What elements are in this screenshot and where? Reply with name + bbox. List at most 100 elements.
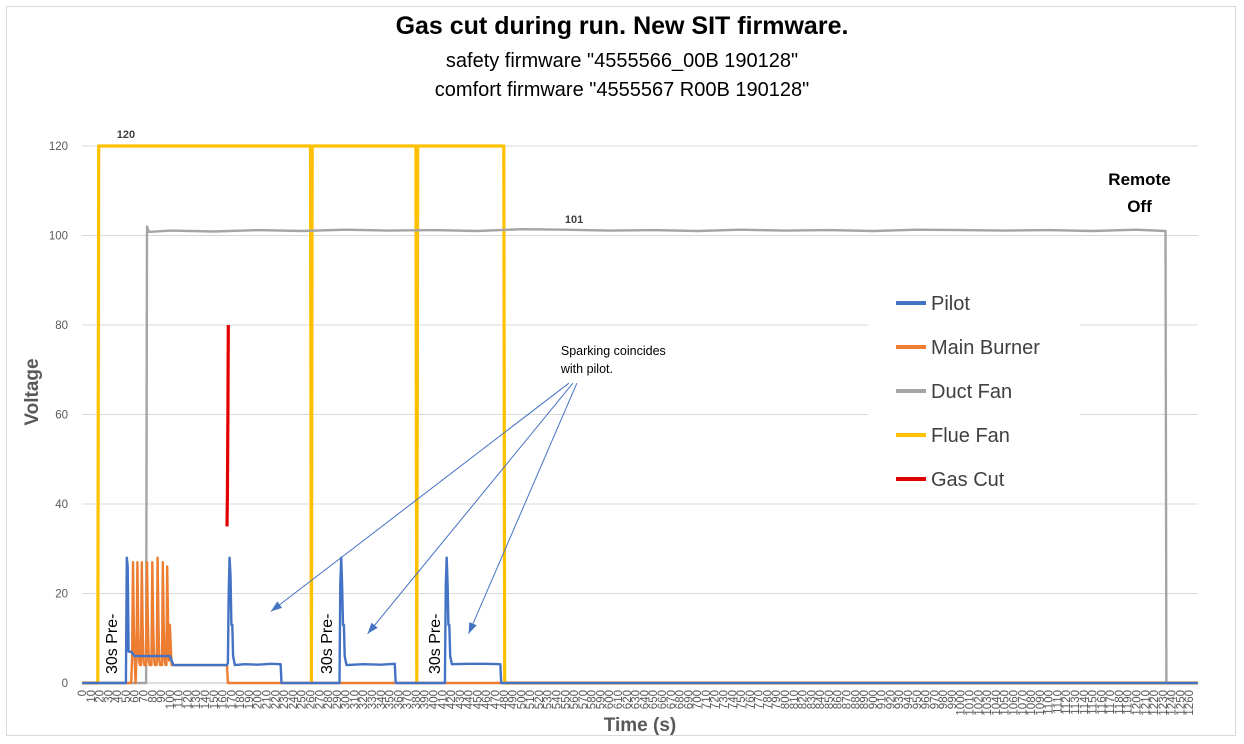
x-tick-label: 500 xyxy=(516,690,528,709)
x-tick-label: 720 xyxy=(710,690,722,709)
x-tick-label: 70 xyxy=(139,690,151,703)
x-tick-label: 1050 xyxy=(1000,690,1012,716)
x-tick-label: 1120 xyxy=(1061,690,1073,715)
x-tick-label: 950 xyxy=(912,690,924,709)
annotation-text-line-1: Sparking coincides xyxy=(561,344,666,358)
x-tick-label: 390 xyxy=(420,690,432,709)
x-tick-label: 580 xyxy=(587,690,599,709)
x-tick-label: 680 xyxy=(675,690,687,709)
series-line-main-burner xyxy=(82,556,1198,685)
x-tick-label: 930 xyxy=(894,690,906,709)
x-tick-label: 330 xyxy=(367,690,379,709)
x-tick-label: 1200 xyxy=(1131,690,1143,716)
x-tick-label: 1030 xyxy=(982,690,994,716)
x-tick-label: 1220 xyxy=(1149,690,1161,716)
x-tick-label: 730 xyxy=(718,690,730,709)
x-tick-label: 820 xyxy=(798,690,810,709)
x-tick-label: 470 xyxy=(490,690,502,709)
x-tick-label: 450 xyxy=(472,690,484,709)
data-label: 120 xyxy=(117,129,135,141)
x-tick-label: 940 xyxy=(903,690,915,709)
x-tick-label: 830 xyxy=(806,690,818,709)
x-tick-label: 10 xyxy=(86,690,98,703)
x-tick-label: 160 xyxy=(218,690,230,709)
x-tick-label: 520 xyxy=(534,690,546,709)
x-tick-label: 1070 xyxy=(1017,690,1029,716)
x-tick-label: 1250 xyxy=(1175,690,1187,716)
x-tick-label: 270 xyxy=(314,690,326,709)
x-tick-label: 360 xyxy=(393,690,405,709)
phase-label: 30s Pre- xyxy=(319,614,336,674)
x-tick-label: 850 xyxy=(824,690,836,709)
x-tick-label: 810 xyxy=(789,690,801,709)
x-tick-label: 100 xyxy=(165,690,177,709)
x-tick-label: 290 xyxy=(332,690,344,709)
y-tick-label: 120 xyxy=(49,141,68,153)
x-tick-label: 870 xyxy=(842,690,854,709)
x-tick-label: 990 xyxy=(947,690,959,709)
legend: Pilot Main Burner Duct Fan Flue Fan Gas Cut xyxy=(896,293,1040,491)
x-tick-label: 130 xyxy=(191,690,203,709)
x-tick-label: 860 xyxy=(833,690,845,709)
x-tick-label: 440 xyxy=(464,690,476,709)
x-axis-ticks: 0102030405060708090100110120130140150160… xyxy=(77,682,1198,716)
x-tick-label: 170 xyxy=(226,690,238,709)
remote-off-label-line-1: Remote xyxy=(1108,170,1170,189)
x-tick-label: 230 xyxy=(279,690,291,709)
remote-off-label-line-2: Off xyxy=(1127,197,1152,216)
x-tick-label: 480 xyxy=(499,690,511,709)
annotation-text-line-2: with pilot. xyxy=(560,362,613,376)
x-tick-label: 40 xyxy=(112,690,124,703)
annotation-arrowhead xyxy=(468,622,477,634)
x-tick-label: 460 xyxy=(481,690,493,709)
chart-title: Gas cut during run. New SIT firmware. xyxy=(395,12,849,40)
x-tick-label: 370 xyxy=(402,690,414,709)
annotation-arrowhead xyxy=(367,622,378,634)
x-tick-label: 250 xyxy=(297,690,309,709)
x-tick-label: 900 xyxy=(868,690,880,709)
x-tick-label: 340 xyxy=(376,690,388,709)
annotation-arrowhead xyxy=(270,601,283,612)
y-axis-label: Voltage xyxy=(22,358,43,425)
x-tick-label: 1090 xyxy=(1035,690,1047,716)
x-tick-label: 1040 xyxy=(991,690,1003,716)
value-labels: 120 101 xyxy=(117,129,584,226)
x-tick-label: 660 xyxy=(657,690,669,709)
x-tick-label: 110 xyxy=(174,690,186,708)
x-tick-label: 60 xyxy=(130,690,142,703)
x-tick-label: 400 xyxy=(428,690,440,709)
x-tick-label: 150 xyxy=(209,690,221,709)
x-tick-label: 30 xyxy=(103,690,115,703)
x-tick-label: 1140 xyxy=(1079,690,1091,715)
x-tick-label: 180 xyxy=(235,690,247,709)
x-tick-label: 490 xyxy=(508,690,520,709)
x-tick-label: 1060 xyxy=(1008,690,1020,716)
series-lines xyxy=(82,144,1198,685)
x-tick-label: 380 xyxy=(411,690,423,709)
x-tick-label: 430 xyxy=(455,690,467,709)
phase-labels: 30s Pre- 30s Pre- 30s Pre- Remote Off xyxy=(104,170,1171,674)
x-tick-label: 750 xyxy=(736,690,748,709)
x-tick-label: 1240 xyxy=(1167,690,1179,716)
x-tick-label: 630 xyxy=(631,690,643,709)
x-tick-label: 350 xyxy=(385,690,397,709)
x-tick-label: 90 xyxy=(156,690,168,703)
x-tick-label: 840 xyxy=(815,690,827,709)
x-tick-label: 1210 xyxy=(1140,690,1152,716)
x-tick-label: 780 xyxy=(762,690,774,709)
x-tick-label: 740 xyxy=(727,690,739,709)
x-tick-label: 420 xyxy=(446,690,458,709)
x-tick-label: 1010 xyxy=(965,690,977,716)
x-tick-label: 210 xyxy=(262,690,274,709)
x-tick-label: 560 xyxy=(569,690,581,709)
x-tick-label: 590 xyxy=(595,690,607,709)
x-tick-label: 1080 xyxy=(1026,690,1038,716)
annotation-arrow-line xyxy=(367,382,574,635)
x-tick-label: 220 xyxy=(270,690,282,709)
y-tick-label: 20 xyxy=(55,589,68,601)
x-tick-label: 800 xyxy=(780,690,792,709)
x-tick-label: 80 xyxy=(147,690,159,703)
x-tick-label: 410 xyxy=(437,690,449,709)
data-label: 101 xyxy=(565,214,583,226)
